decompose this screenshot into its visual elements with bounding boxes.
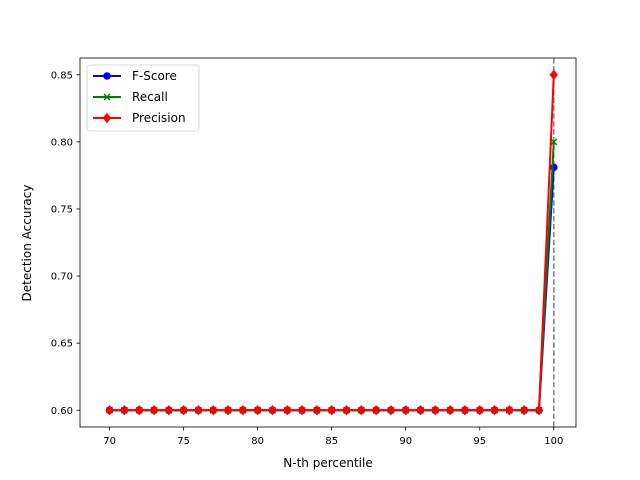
data-point-precision (534, 405, 544, 416)
data-point-precision (445, 405, 455, 416)
x-tick-label: 95 (473, 436, 486, 447)
legend-label-precision: Precision (132, 111, 186, 125)
data-point-precision (460, 405, 470, 416)
y-axis: 0.60 0.65 0.70 0.75 0.80 0.85 (51, 70, 80, 417)
y-tick-label: 0.75 (51, 205, 73, 216)
x-tick-label: 100 (544, 436, 563, 447)
legend: F-Score Recall Precision (86, 64, 200, 132)
legend-label-f-score: F-Score (132, 69, 177, 83)
data-point-precision (194, 405, 203, 416)
data-point-precision (520, 405, 529, 416)
plot-area (79, 57, 577, 428)
x-tick-label: 70 (103, 436, 116, 447)
data-point-precision (490, 405, 499, 416)
y-tick-label: 0.70 (51, 272, 73, 283)
data-point-precision (505, 405, 514, 416)
data-point-precision (342, 405, 351, 416)
y-tick-label: 0.80 (51, 137, 73, 148)
data-point-precision (327, 405, 336, 416)
legend-marker-recall (103, 93, 111, 101)
data-point-precision (549, 69, 558, 80)
data-point-precision (475, 405, 484, 416)
data-point-precision (431, 405, 440, 416)
data-point-precision (416, 405, 425, 416)
data-point-precision (297, 405, 307, 416)
data-point-precision (401, 405, 410, 416)
x-tick-label: 85 (325, 436, 338, 447)
y-tick-label: 0.85 (51, 70, 73, 81)
x-axis: 70 75 80 85 90 95 100 (103, 427, 563, 447)
data-point-precision (223, 405, 233, 416)
data-point-precision (312, 405, 322, 416)
legend-box (86, 64, 200, 132)
data-point-precision (135, 405, 144, 416)
data-point-precision (253, 405, 262, 416)
data-point-precision (283, 405, 292, 416)
x-axis-label: N-th percentile (283, 456, 372, 470)
data-point-precision (209, 405, 218, 416)
legend-marker-precision (102, 112, 112, 124)
y-tick-label: 0.60 (51, 406, 73, 417)
data-point-precision (164, 405, 173, 416)
legend-marker-f-score (103, 72, 111, 80)
data-point-precision (120, 405, 129, 416)
y-tick-label: 0.65 (51, 339, 73, 350)
data-point-precision (371, 405, 381, 416)
plot-frame (79, 57, 577, 428)
data-point-precision (238, 405, 248, 416)
data-point-precision (386, 405, 396, 416)
legend-label-recall: Recall (132, 90, 168, 104)
data-point-precision (268, 405, 277, 416)
x-tick-label: 75 (177, 436, 190, 447)
x-tick-label: 90 (399, 436, 412, 447)
data-point-precision (357, 405, 366, 416)
data-point-precision (149, 405, 159, 416)
x-tick-label: 80 (251, 436, 264, 447)
data-point-precision (179, 405, 188, 416)
y-axis-label: Detection Accuracy (20, 185, 34, 302)
data-point-precision (105, 405, 114, 416)
